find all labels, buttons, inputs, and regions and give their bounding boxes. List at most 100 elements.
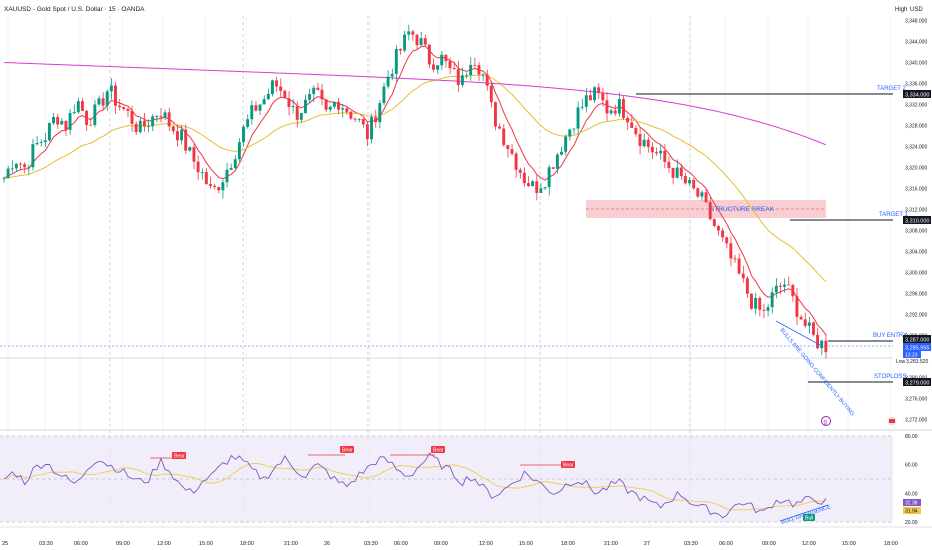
- candle-body: [708, 202, 712, 220]
- candle-body: [489, 85, 493, 103]
- rsi-tick-label: 80.00: [905, 434, 918, 440]
- candle-body: [605, 100, 609, 114]
- candle-body: [502, 128, 506, 145]
- flag-icon: [887, 416, 897, 426]
- candle-body: [262, 99, 266, 105]
- candle-body: [601, 92, 605, 101]
- stoploss-tag: 3,279.000: [903, 378, 931, 387]
- candle-body: [824, 340, 828, 353]
- target2-tag: 3,334.000: [903, 90, 931, 99]
- candle-body: [209, 184, 212, 186]
- candle-body: [192, 147, 196, 162]
- candle-body: [531, 181, 535, 187]
- candle-body: [279, 86, 283, 91]
- candle-body: [444, 54, 448, 62]
- candle-body: [485, 74, 489, 86]
- candle-body: [378, 103, 382, 123]
- bear-label-3-text: Bear: [433, 448, 444, 454]
- candle-body: [655, 152, 658, 154]
- candle-body: [283, 90, 287, 99]
- bear-label-2-text: Bear: [342, 448, 353, 454]
- candle-body: [370, 117, 373, 140]
- stoploss-label: STOPLOSS: [874, 374, 906, 380]
- candle-body: [477, 65, 481, 75]
- time-tick-label: 21:00: [284, 541, 298, 547]
- candle-body: [766, 307, 770, 311]
- candle-body: [6, 168, 10, 179]
- candle-body: [597, 87, 601, 93]
- candle-body: [188, 147, 192, 151]
- time-tick-label: 15:00: [519, 541, 533, 547]
- bull-label-text: Bull: [805, 516, 813, 522]
- rsi-tick-label: 40.00: [905, 491, 918, 497]
- candle-body: [729, 243, 733, 259]
- rsi-tick-label: 60.00: [905, 463, 918, 469]
- candle-body: [175, 131, 179, 141]
- candle-body: [551, 167, 555, 169]
- candle-body: [353, 118, 357, 120]
- rsi-ma-line: [3, 462, 826, 511]
- candle-body: [547, 167, 551, 188]
- candle-body: [118, 105, 122, 108]
- candle-body: [423, 38, 427, 45]
- time-tick-label: 18:00: [240, 541, 254, 547]
- candle-body: [31, 144, 35, 168]
- candle-body: [200, 172, 204, 173]
- candle-body: [427, 44, 431, 65]
- candle-body: [622, 99, 625, 118]
- candle-body: [337, 102, 340, 110]
- candle-body: [725, 237, 729, 244]
- candle-body: [221, 182, 225, 191]
- time-tick-label: 06:00: [719, 541, 733, 547]
- candle-body: [345, 108, 349, 112]
- candle-body: [2, 178, 6, 179]
- candle-body: [349, 111, 353, 119]
- candle-body: [324, 99, 328, 110]
- target1-tag: 3,310.000: [903, 216, 931, 225]
- price-tick-label: 3,340.000: [905, 61, 927, 67]
- candle-body: [535, 181, 539, 193]
- rsi-tick-label: 20.00: [905, 520, 918, 526]
- candle-body: [233, 159, 237, 169]
- candle-body: [564, 136, 568, 152]
- candle-body: [609, 110, 613, 114]
- price-tick-label: 3,300.000: [905, 271, 927, 277]
- rsi-value-2: 31.94: [905, 509, 918, 515]
- candle-body: [671, 168, 675, 178]
- buy-entry-tag: 3,287.000: [903, 335, 931, 344]
- time-tick-label: 15:00: [199, 541, 213, 547]
- candle-body: [258, 104, 262, 111]
- candle-body: [452, 68, 456, 70]
- rsi-axis[interactable]: 80.00 60.00 40.00 20.00: [905, 434, 918, 526]
- candle-body: [568, 129, 572, 137]
- time-tick-label: 09:00: [762, 541, 776, 547]
- price-tick-label: 3,316.000: [905, 187, 927, 193]
- candle-body: [572, 128, 576, 130]
- candle-body: [167, 112, 171, 127]
- price-tick-label: 3,276.000: [905, 397, 927, 403]
- candle-body: [114, 85, 117, 106]
- time-tick-label: 03:30: [39, 541, 53, 547]
- candle-body: [365, 124, 369, 140]
- candle-body: [514, 153, 518, 170]
- target1-tag-text: 3,310.000: [905, 219, 929, 225]
- candle-body: [783, 284, 786, 287]
- high-label: High: [895, 7, 907, 13]
- candle-body: [138, 120, 142, 133]
- alert-icon[interactable]: g: [821, 416, 831, 426]
- candle-body: [774, 285, 778, 293]
- candle-body: [750, 293, 753, 309]
- time-axis[interactable]: 25 03:30 06:00 09:00 12:00 15:00 18:00 21:00 26 0…: [2, 541, 898, 547]
- bear-label-4: Bear: [520, 461, 575, 469]
- candle-body: [737, 258, 741, 274]
- candle-body: [101, 98, 105, 106]
- price-tick-label: 3,304.000: [905, 250, 927, 256]
- candle-body: [716, 225, 720, 231]
- candle-body: [374, 117, 378, 123]
- bear-label-1-text: Bear: [174, 454, 185, 460]
- candle-body: [498, 126, 502, 129]
- bear-label-4-text: Bear: [563, 463, 574, 469]
- moving-averages: [3, 45, 827, 336]
- candle-body: [407, 31, 411, 35]
